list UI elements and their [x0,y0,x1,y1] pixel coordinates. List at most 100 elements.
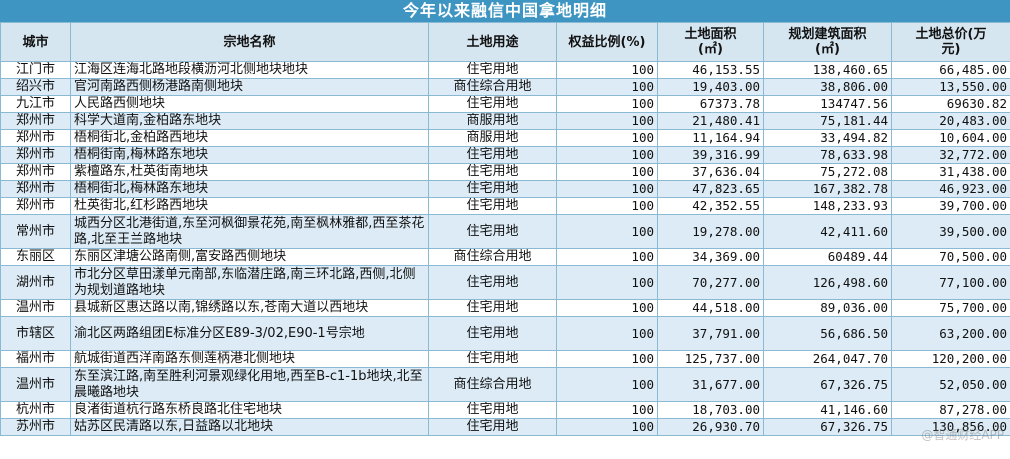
table-row: 九江市 人民路西侧地块 住宅用地 100 67373.78 134747.56 69630.… [0,95,1010,113]
cell-planned-floor-area: 138,460.65 [763,61,892,79]
cell-equity-ratio: 100 [556,265,658,300]
table-row: 温州市 县城新区惠达路以南,锦绣路以东,苍南大道以西地块 住宅用地 100 44,518… [0,299,1010,317]
cell-city: 苏州市 [0,418,71,436]
cell-planned-floor-area: 148,233.93 [763,197,892,215]
cell-parcel-name: 官河南路西侧杨港路南侧地块 [70,78,429,96]
cell-total-price: 13,550.00 [891,78,1010,96]
table-row: 苏州市 姑苏区民清路以东,日益路以北地块 住宅用地 100 26,930.70 67,32… [0,418,1010,436]
cell-land-area: 26,930.70 [657,418,764,436]
cell-parcel-name: 东丽区津塘公路南侧,富安路西侧地块 [70,248,429,266]
cell-land-use: 商住综合用地 [428,248,557,266]
cell-total-price: 52,050.00 [891,367,1010,402]
cell-parcel-name: 紫檀路东,杜英街南地块 [70,163,429,181]
table-row: 郑州市 杜英街北,红杉路西地块 住宅用地 100 42,352.55 148,233.93… [0,197,1010,215]
cell-equity-ratio: 100 [556,95,658,113]
table-row: 绍兴市 官河南路西侧杨港路南侧地块 商住综合用地 100 19,403.00 38,806… [0,78,1010,96]
cell-land-use: 商服用地 [428,129,557,147]
cell-total-price: 120,200.00 [891,350,1010,368]
cell-city: 温州市 [0,367,71,402]
cell-city: 郑州市 [0,197,71,215]
table-row: 杭州市 良渚街道杭行路东桥良路北住宅地块 住宅用地 100 18,703.00 41,14… [0,401,1010,419]
cell-land-use: 住宅用地 [428,418,557,436]
cell-city: 郑州市 [0,180,71,198]
cell-total-price: 70,500.00 [891,248,1010,266]
cell-equity-ratio: 100 [556,78,658,96]
cell-total-price: 39,500.00 [891,214,1010,249]
cell-city: 东丽区 [0,248,71,266]
cell-total-price: 10,604.00 [891,129,1010,147]
cell-parcel-name: 江海区连海北路地段横沥河北侧地块地块 [70,61,429,79]
cell-equity-ratio: 100 [556,146,658,164]
cell-planned-floor-area: 42,411.60 [763,214,892,249]
header-equity-ratio: 权益比例(%) [556,22,658,62]
cell-land-area: 34,369.00 [657,248,764,266]
cell-parcel-name: 梧桐街北,梅林路东地块 [70,180,429,198]
cell-equity-ratio: 100 [556,61,658,79]
cell-land-area: 44,518.00 [657,299,764,317]
cell-parcel-name: 市北分区草田漾单元南部,东临潜庄路,南三环北路,西侧,北侧为规划道路地块 [70,265,429,300]
cell-parcel-name: 姑苏区民清路以东,日益路以北地块 [70,418,429,436]
table-row: 常州市 城西分区北港街道,东至河枫御景花苑,南至枫林雅都,西至茶花路,北至王兰路地… [0,214,1010,249]
cell-parcel-name: 人民路西侧地块 [70,95,429,113]
cell-parcel-name: 科学大道南,金柏路东地块 [70,112,429,130]
header-planned-floor-area: 规划建筑面积 (㎡) [763,22,892,62]
cell-city: 市辖区 [0,316,71,351]
cell-equity-ratio: 100 [556,214,658,249]
header-land-area: 土地面积 (㎡) [657,22,764,62]
cell-equity-ratio: 100 [556,299,658,317]
cell-equity-ratio: 100 [556,163,658,181]
cell-land-use: 住宅用地 [428,163,557,181]
cell-planned-floor-area: 33,494.82 [763,129,892,147]
cell-planned-floor-area: 75,181.44 [763,112,892,130]
cell-land-use: 住宅用地 [428,180,557,198]
cell-city: 温州市 [0,299,71,317]
cell-planned-floor-area: 126,498.60 [763,265,892,300]
cell-land-use: 住宅用地 [428,265,557,300]
cell-parcel-name: 县城新区惠达路以南,锦绣路以东,苍南大道以西地块 [70,299,429,317]
cell-land-area: 37,791.00 [657,316,764,351]
cell-parcel-name: 东至滨江路,南至胜利河景观绿化用地,西至B-c1-1b地块,北至晨曦路地块 [70,367,429,402]
cell-equity-ratio: 100 [556,350,658,368]
cell-land-use: 商服用地 [428,112,557,130]
cell-city: 郑州市 [0,146,71,164]
table-row: 福州市 航城街道西洋南路东侧莲柄港北侧地块 住宅用地 100 125,737.00 264… [0,350,1010,368]
header-total-price: 土地总价(万 元) [891,22,1010,62]
table-body: 江门市 江海区连海北路地段横沥河北侧地块地块 住宅用地 100 46,153.55 138… [0,61,1010,436]
cell-planned-floor-area: 60489.44 [763,248,892,266]
cell-land-use: 住宅用地 [428,316,557,351]
cell-parcel-name: 城西分区北港街道,东至河枫御景花苑,南至枫林雅都,西至茶花路,北至王兰路地块 [70,214,429,249]
cell-land-area: 37,636.04 [657,163,764,181]
cell-city: 郑州市 [0,163,71,181]
table-row: 郑州市 梧桐街北,金柏路西地块 商服用地 100 11,164.94 33,494.82 1… [0,129,1010,147]
table-row: 温州市 东至滨江路,南至胜利河景观绿化用地,西至B-c1-1b地块,北至晨曦路地块… [0,367,1010,402]
cell-land-use: 商住综合用地 [428,78,557,96]
cell-land-area: 39,316.99 [657,146,764,164]
table-row: 郑州市 梧桐街北,梅林路东地块 住宅用地 100 47,823.65 167,382.78… [0,180,1010,198]
cell-land-area: 67373.78 [657,95,764,113]
cell-total-price: 39,700.00 [891,197,1010,215]
cell-planned-floor-area: 67,326.75 [763,418,892,436]
cell-land-area: 21,480.41 [657,112,764,130]
cell-total-price: 66,485.00 [891,61,1010,79]
cell-total-price: 31,438.00 [891,163,1010,181]
cell-equity-ratio: 100 [556,367,658,402]
cell-city: 绍兴市 [0,78,71,96]
cell-land-use: 住宅用地 [428,350,557,368]
cell-parcel-name: 渝北区两路组团E标准分区E89-3/02,E90-1号宗地 [70,316,429,351]
cell-planned-floor-area: 67,326.75 [763,367,892,402]
cell-equity-ratio: 100 [556,316,658,351]
cell-land-use: 住宅用地 [428,401,557,419]
cell-equity-ratio: 100 [556,401,658,419]
cell-land-area: 18,703.00 [657,401,764,419]
cell-city: 福州市 [0,350,71,368]
table-row: 郑州市 科学大道南,金柏路东地块 商服用地 100 21,480.41 75,181.44… [0,112,1010,130]
cell-land-area: 42,352.55 [657,197,764,215]
cell-equity-ratio: 100 [556,418,658,436]
cell-equity-ratio: 100 [556,112,658,130]
cell-land-use: 住宅用地 [428,214,557,249]
cell-total-price: 87,278.00 [891,401,1010,419]
cell-city: 杭州市 [0,401,71,419]
table-row: 东丽区 东丽区津塘公路南侧,富安路西侧地块 商住综合用地 100 34,369.00 60… [0,248,1010,266]
cell-equity-ratio: 100 [556,248,658,266]
cell-parcel-name: 航城街道西洋南路东侧莲柄港北侧地块 [70,350,429,368]
